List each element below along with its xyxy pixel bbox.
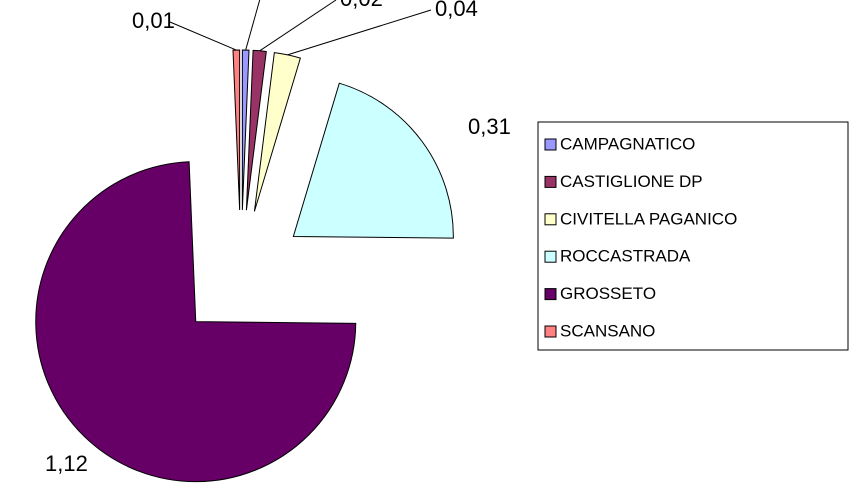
legend-label: CAMPAGNATICO (560, 134, 695, 153)
pie-slice (245, 49, 267, 211)
legend-swatch (544, 138, 557, 151)
legend-swatch (544, 213, 557, 226)
legend-swatch (544, 325, 557, 338)
pie-slice (35, 161, 357, 483)
leader-line (245, 0, 261, 51)
leader-line (287, 9, 432, 56)
data-label: 0,31 (468, 114, 511, 139)
legend-box (537, 121, 849, 351)
legend-swatch (544, 250, 557, 263)
leader-line (169, 21, 237, 51)
pie-slice (232, 49, 241, 211)
data-label: 0,02 (340, 0, 383, 11)
data-label: 0,01 (132, 8, 175, 33)
legend-label: SCANSANO (560, 321, 655, 340)
legend-swatch (544, 288, 557, 301)
pie-slice (241, 49, 250, 211)
pie-slice (292, 82, 454, 239)
leader-line (259, 0, 337, 52)
data-label: 1,12 (45, 451, 88, 476)
legend-label: ROCCASTRADA (560, 247, 691, 266)
legend-label: GROSSETO (560, 284, 656, 303)
legend-label: CASTIGLIONE DP (560, 172, 703, 191)
legend-label: CIVITELLA PAGANICO (560, 209, 737, 228)
data-label: 0,04 (435, 0, 478, 21)
legend-swatch (544, 175, 557, 188)
